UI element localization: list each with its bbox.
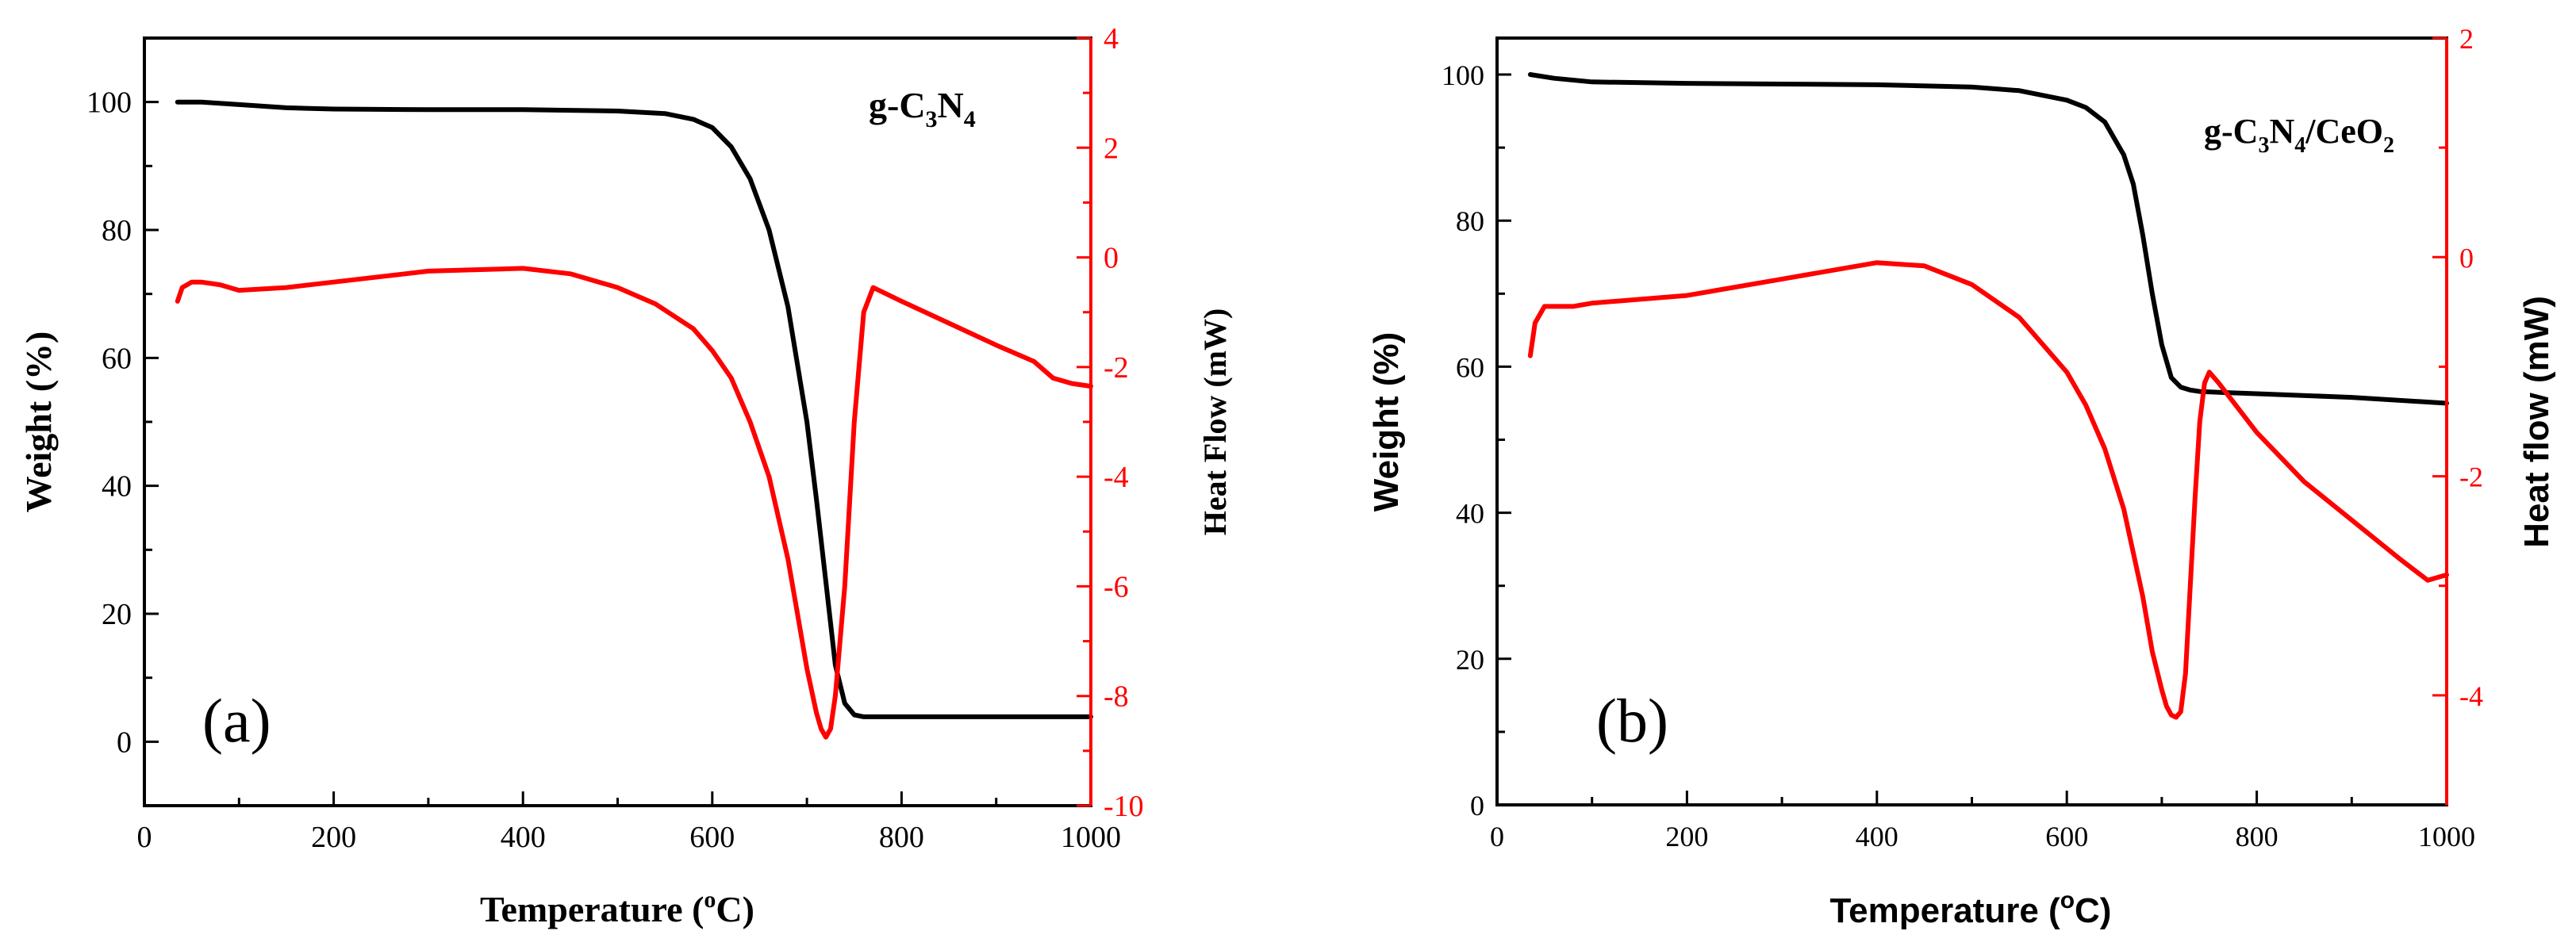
y-left-tick-label: 80 bbox=[1456, 205, 1484, 237]
panel-label-b: (b) bbox=[1596, 686, 1668, 755]
y-right-tick-label: -8 bbox=[1104, 680, 1129, 714]
y-right-axis-b: -4 -2 0 2 bbox=[2432, 23, 2483, 805]
x-tick-label: 0 bbox=[137, 821, 152, 854]
y-left-tick-label: 100 bbox=[86, 86, 132, 120]
heat-flow-series-line bbox=[1527, 260, 2449, 720]
y-right-axis-label-a: Heat Flow (mW) bbox=[1197, 308, 1233, 536]
x-tick-label: 200 bbox=[311, 821, 356, 854]
y-left-tick-label: 0 bbox=[117, 726, 132, 759]
x-tick-label: 0 bbox=[1490, 821, 1504, 852]
y-left-tick-label: 60 bbox=[1456, 351, 1484, 383]
chart-panel-b: 0 200 400 600 800 1000 0 20 40 60 80 100 -4 -2 0 2 Te… bbox=[1367, 23, 2556, 930]
x-tick-label: 600 bbox=[689, 821, 735, 854]
x-tick-label: 1000 bbox=[2418, 821, 2475, 852]
y-right-tick-label: 2 bbox=[1104, 132, 1119, 165]
weight-line-a bbox=[175, 99, 1093, 719]
x-axis-label-b: Temperature (oC) bbox=[1830, 887, 2112, 930]
y-left-axis-b: 0 20 40 60 80 100 bbox=[1442, 59, 1511, 822]
y-left-tick-label: 40 bbox=[1456, 498, 1484, 530]
y-right-axis-a: -10 -8 -6 -4 -2 0 2 4 bbox=[1077, 22, 1144, 823]
heat-flow-line-a bbox=[175, 266, 1093, 740]
y-right-tick-label: -2 bbox=[2459, 462, 2483, 493]
y-left-axis-a: 0 20 40 60 80 100 bbox=[86, 86, 159, 759]
plot-frame-a bbox=[143, 36, 1092, 807]
heat-flow-series-line bbox=[175, 266, 1093, 740]
y-left-tick-label: 60 bbox=[102, 342, 132, 375]
sample-annotation-a: g-C3N4 bbox=[869, 85, 976, 132]
y-right-axis-label-b: Heat flow (mW) bbox=[2517, 296, 2556, 548]
y-right-tick-label: -4 bbox=[2459, 680, 2483, 712]
y-left-tick-label: 0 bbox=[1470, 790, 1484, 822]
y-left-tick-label: 100 bbox=[1442, 59, 1484, 91]
weight-series-line bbox=[175, 99, 1093, 719]
y-left-tick-label: 20 bbox=[102, 598, 132, 631]
y-left-axis-label-a: Weight (%) bbox=[18, 331, 59, 513]
y-left-tick-label: 80 bbox=[102, 214, 132, 247]
x-axis-b: 0 200 400 600 800 1000 bbox=[1490, 791, 2475, 852]
y-left-tick-label: 40 bbox=[102, 470, 132, 504]
y-right-tick-label: 0 bbox=[2459, 242, 2474, 274]
y-left-axis-label-b: Weight (%) bbox=[1367, 332, 1406, 512]
y-right-tick-label: 4 bbox=[1104, 22, 1119, 56]
x-tick-label: 800 bbox=[2236, 821, 2278, 852]
y-right-tick-label: -10 bbox=[1104, 790, 1144, 823]
x-tick-label: 800 bbox=[879, 821, 924, 854]
x-tick-label: 600 bbox=[2045, 821, 2088, 852]
y-right-tick-label: -6 bbox=[1104, 570, 1129, 603]
x-tick-label: 400 bbox=[1856, 821, 1898, 852]
x-tick-label: 200 bbox=[1665, 821, 1708, 852]
x-axis-label-a: Temperature (oC) bbox=[480, 887, 754, 929]
y-right-tick-label: -2 bbox=[1104, 351, 1129, 385]
heat-flow-line-b bbox=[1527, 260, 2449, 720]
y-right-tick-label: 0 bbox=[1104, 242, 1119, 275]
panel-label-a: (a) bbox=[202, 686, 271, 755]
y-right-tick-label: -4 bbox=[1104, 461, 1129, 494]
y-right-tick-label: 2 bbox=[2459, 23, 2474, 55]
x-tick-label: 400 bbox=[501, 821, 546, 854]
x-tick-label: 1000 bbox=[1061, 821, 1121, 854]
sample-annotation-b: g-C3N4/CeO2 bbox=[2204, 112, 2394, 158]
y-left-tick-label: 20 bbox=[1456, 644, 1484, 676]
x-axis-a: 0 200 400 600 800 1000 bbox=[137, 791, 1121, 854]
